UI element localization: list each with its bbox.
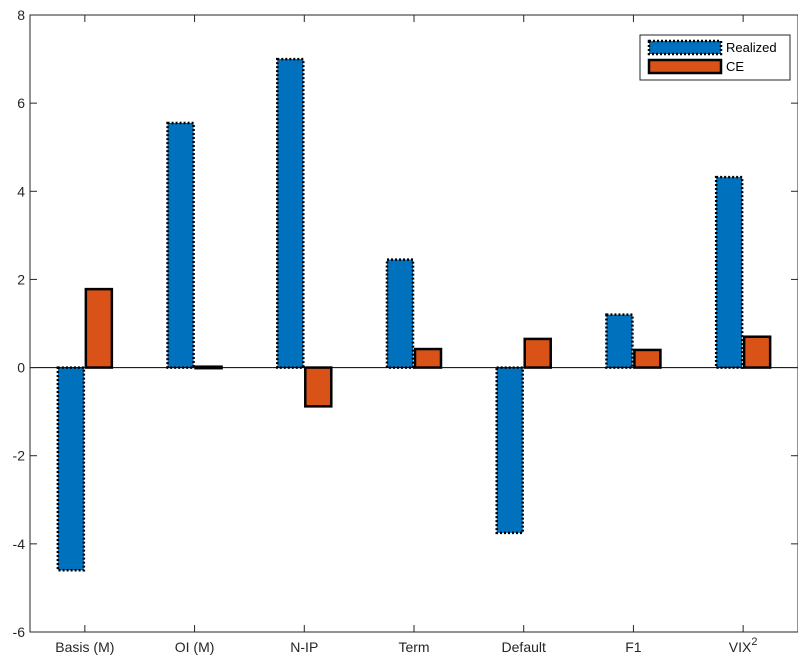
x-tick-label: OI (M) bbox=[175, 639, 215, 655]
y-tick-label: -4 bbox=[13, 536, 26, 552]
x-tick-label: VIX2 bbox=[729, 636, 758, 655]
legend-label-realized: Realized bbox=[726, 40, 777, 55]
x-tick-label: F1 bbox=[625, 639, 642, 655]
y-tick-label: 0 bbox=[17, 360, 25, 376]
y-tick-label: 2 bbox=[17, 271, 25, 287]
legend-label-ce: CE bbox=[726, 59, 744, 74]
bar-ce-5 bbox=[523, 337, 552, 369]
x-tick-label: Default bbox=[502, 639, 546, 655]
bar-realized-1 bbox=[56, 366, 86, 572]
axes-group: -6 -4 -2 0 2 4 6 8 Basis (M) OI (M) N-IP Term Defaul… bbox=[13, 7, 798, 655]
bar-realized-3 bbox=[276, 57, 305, 369]
legend-swatch-ce bbox=[647, 58, 723, 75]
legend-swatch-realized bbox=[647, 39, 723, 56]
bar-realized-4 bbox=[385, 258, 415, 369]
y-tick-label: 8 bbox=[17, 7, 25, 23]
y-tick-label: -6 bbox=[13, 624, 26, 640]
y-tick-label: 4 bbox=[17, 183, 25, 199]
x-tick-label: Term bbox=[398, 639, 429, 655]
bar-ce-1 bbox=[84, 287, 114, 369]
y-tick-label: -2 bbox=[13, 448, 26, 464]
legend: Realized CE bbox=[639, 34, 791, 81]
bar-realized-6 bbox=[605, 313, 634, 369]
bar-ce-3 bbox=[304, 366, 333, 408]
bars-group bbox=[56, 57, 772, 572]
bar-ce-7 bbox=[742, 335, 772, 369]
x-tick-label: Basis (M) bbox=[55, 639, 114, 655]
x-tick-label: N-IP bbox=[290, 639, 318, 655]
y-tick-label: 6 bbox=[17, 95, 25, 111]
bar-ce-4 bbox=[413, 347, 443, 369]
x-tick-superscript: 2 bbox=[751, 636, 757, 648]
bar-realized-2 bbox=[166, 121, 195, 369]
bar-ce-6 bbox=[633, 348, 662, 369]
bar-realized-7 bbox=[714, 175, 744, 369]
bar-realized-5 bbox=[495, 366, 524, 535]
